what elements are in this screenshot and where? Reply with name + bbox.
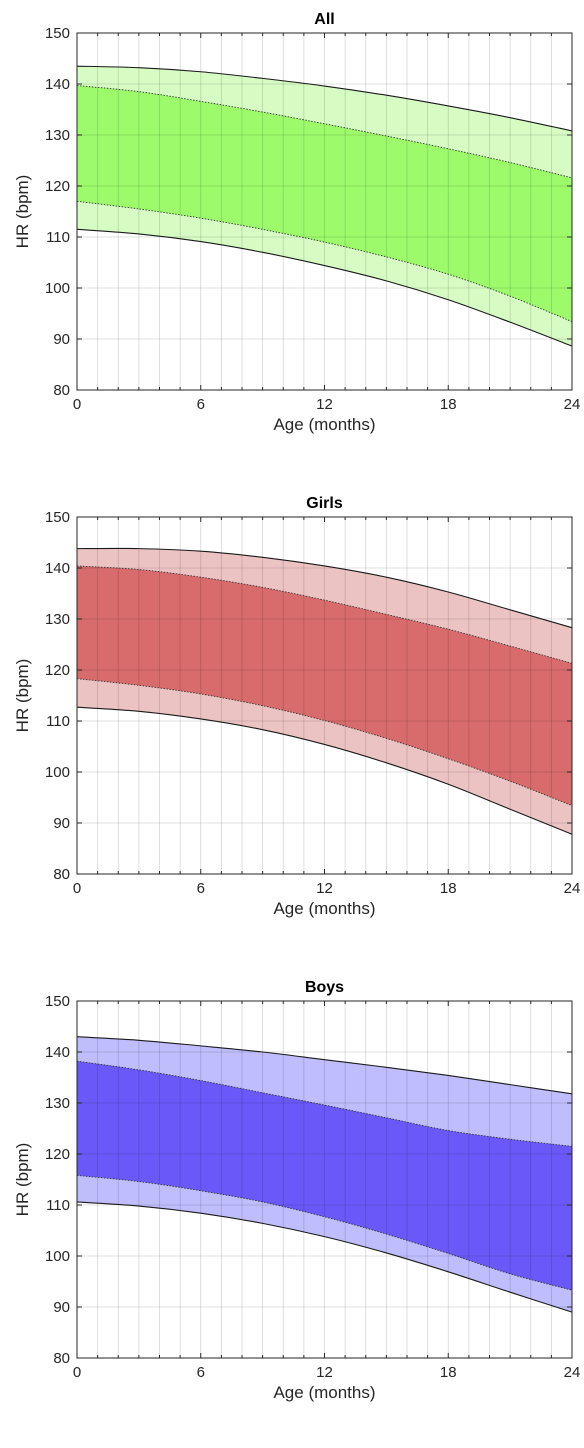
y-tick-label: 90 [53, 331, 70, 348]
x-tick-label: 24 [564, 1364, 581, 1381]
chart-svg-boys: 0 6 12 18 24 80 90 100 110 120 130 140 150 Boys Age (m… [13, 979, 581, 1402]
inner-band [77, 565, 572, 806]
x-tick-label: 18 [440, 396, 457, 413]
x-axis-label: Age (months) [273, 415, 375, 434]
chart-panel-boys: 0 6 12 18 24 80 90 100 110 120 130 140 150 Boys Age (m… [0, 968, 584, 1448]
y-tick-label: 80 [53, 866, 70, 883]
y-tick-label: 150 [45, 509, 70, 526]
y-tick-label: 130 [45, 127, 70, 144]
series-line-lower-outer-line [76, 1201, 573, 1313]
y-tick-label: 130 [45, 1095, 70, 1112]
series-line-lower-inner-line [76, 200, 573, 323]
y-tick-label: 140 [45, 1044, 70, 1061]
y-tick-label: 110 [46, 1197, 70, 1214]
series-line-lower-outer-line [76, 228, 573, 347]
grid [77, 1001, 572, 1358]
x-tick-label: 24 [564, 396, 581, 413]
chart-title: Girls [306, 495, 343, 512]
x-tick-label: 18 [440, 880, 457, 897]
y-tick-label: 140 [45, 76, 70, 93]
x-tick-label: 24 [564, 880, 581, 897]
series-line-upper-outer-line [76, 65, 573, 132]
x-tick-label: 0 [73, 880, 81, 897]
y-tick-label: 150 [45, 25, 70, 42]
y-axis-label: HR (bpm) [13, 175, 32, 249]
y-tick-label: 80 [53, 1350, 70, 1367]
x-axis-label: Age (months) [273, 1383, 375, 1402]
y-tick-label: 100 [45, 764, 70, 781]
chart-panel-girls: 0 6 12 18 24 80 90 100 110 120 130 140 150 Girls Age (… [0, 484, 584, 964]
y-tick-label: 80 [53, 382, 70, 399]
y-tick-label: 110 [46, 713, 70, 730]
y-tick-label: 150 [45, 993, 70, 1010]
series-line-lower-outer-line [76, 706, 573, 835]
x-tick-label: 12 [316, 396, 333, 413]
x-tick-label: 12 [316, 1364, 333, 1381]
inner-band [77, 1061, 572, 1291]
y-tick-label: 110 [46, 229, 70, 246]
x-axis-label: Age (months) [273, 899, 375, 918]
y-tick-label: 130 [45, 611, 70, 628]
y-tick-label: 120 [45, 662, 70, 679]
y-axis-label: HR (bpm) [13, 1143, 32, 1217]
chart-title: Boys [305, 979, 344, 996]
grid [77, 517, 572, 874]
chart-title: All [314, 11, 334, 28]
series-line-upper-outer-line [76, 1036, 573, 1095]
chart-svg-all: 0 6 12 18 24 80 90 100 110 120 130 140 150 All Age (mo… [13, 11, 581, 434]
y-tick-label: 140 [45, 560, 70, 577]
y-tick-label: 120 [45, 1146, 70, 1163]
y-tick-label: 120 [45, 178, 70, 195]
series-line-upper-inner-line [76, 565, 573, 664]
y-tick-label: 100 [45, 280, 70, 297]
series-line-lower-inner-line [76, 1174, 573, 1291]
grid [77, 33, 572, 390]
x-tick-label: 6 [197, 396, 205, 413]
chart-panel-all: 0 6 12 18 24 80 90 100 110 120 130 140 150 All Age (mo… [0, 0, 584, 480]
x-tick-label: 6 [197, 880, 205, 897]
x-tick-label: 0 [73, 396, 81, 413]
x-tick-label: 18 [440, 1364, 457, 1381]
x-tick-label: 12 [316, 880, 333, 897]
x-tick-label: 0 [73, 1364, 81, 1381]
y-tick-label: 90 [53, 815, 70, 832]
y-axis-label: HR (bpm) [13, 659, 32, 733]
y-tick-label: 90 [53, 1299, 70, 1316]
y-tick-label: 100 [45, 1248, 70, 1265]
inner-band [77, 85, 572, 322]
series-line-lower-inner-line [76, 678, 573, 807]
series-line-upper-outer-line [76, 547, 573, 629]
x-tick-label: 6 [197, 1364, 205, 1381]
chart-svg-girls: 0 6 12 18 24 80 90 100 110 120 130 140 150 Girls Age (… [13, 495, 581, 918]
